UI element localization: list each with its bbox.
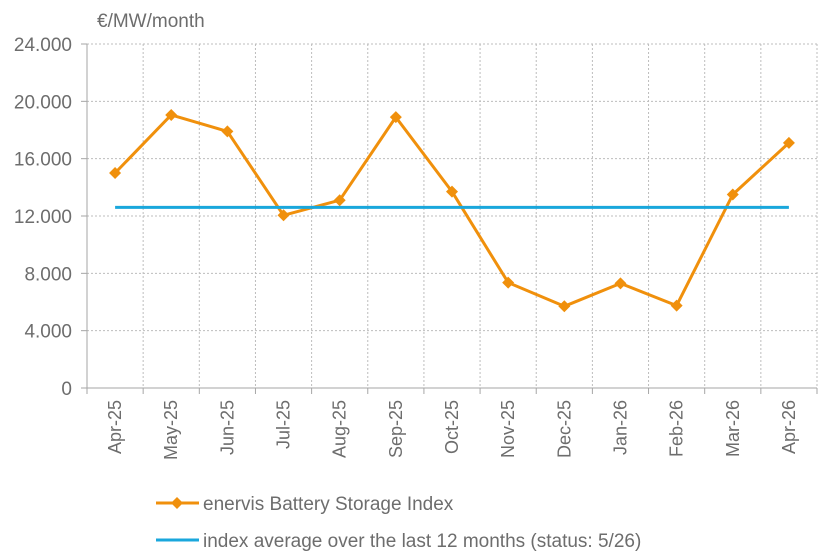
data-point <box>389 111 402 124</box>
y-tick-label: 24.000 <box>14 35 72 56</box>
axes: 0 4.000 8.000 12.000 16.000 20.000 24.000 Apr-2… <box>14 35 818 460</box>
data-point <box>109 167 122 179</box>
x-tick-label: Oct-25 <box>442 400 462 454</box>
y-axis-unit: €/MW/month <box>97 11 205 32</box>
grid <box>87 43 818 388</box>
x-tick-label: Sep-25 <box>386 400 406 458</box>
data-point <box>782 136 795 149</box>
y-tick-label: 12.000 <box>14 207 72 228</box>
y-tick-label: 8.000 <box>24 264 72 285</box>
y-tick-label: 16.000 <box>14 150 72 171</box>
x-tick-label: Mar-26 <box>723 400 743 457</box>
series-line-0 <box>114 113 790 308</box>
data-point <box>558 300 571 313</box>
legend: enervis Battery Storage Index index avera… <box>156 494 641 552</box>
y-tick-label: 0 <box>61 379 72 400</box>
x-tick-label: Dec-25 <box>554 400 574 458</box>
y-tick-label: 20.000 <box>14 92 72 113</box>
y-tick-label: 4.000 <box>24 322 72 343</box>
data-point <box>277 209 290 222</box>
series-layer <box>109 108 795 313</box>
x-tick-label: Aug-25 <box>330 400 350 458</box>
x-tick-label: Apr-25 <box>105 400 125 454</box>
x-tick-label: May-25 <box>161 400 181 460</box>
x-tick-label: Jun-25 <box>217 400 237 455</box>
x-tick-label: Jul-25 <box>274 400 294 449</box>
data-point <box>165 108 178 121</box>
data-point <box>726 188 739 201</box>
legend-label-0: enervis Battery Storage Index <box>203 494 454 515</box>
x-tick-label: Apr-26 <box>779 400 799 454</box>
legend-marker <box>171 497 183 509</box>
data-point <box>333 194 346 207</box>
data-point <box>670 299 683 312</box>
legend-label-1: index average over the last 12 months (s… <box>203 531 641 552</box>
x-tick-label: Nov-25 <box>498 400 518 458</box>
data-point <box>221 125 234 138</box>
x-tick-label: Feb-26 <box>667 400 687 457</box>
data-point <box>502 276 515 289</box>
data-point <box>446 185 458 198</box>
data-point <box>614 277 627 290</box>
x-tick-label: Jan-26 <box>610 400 630 455</box>
